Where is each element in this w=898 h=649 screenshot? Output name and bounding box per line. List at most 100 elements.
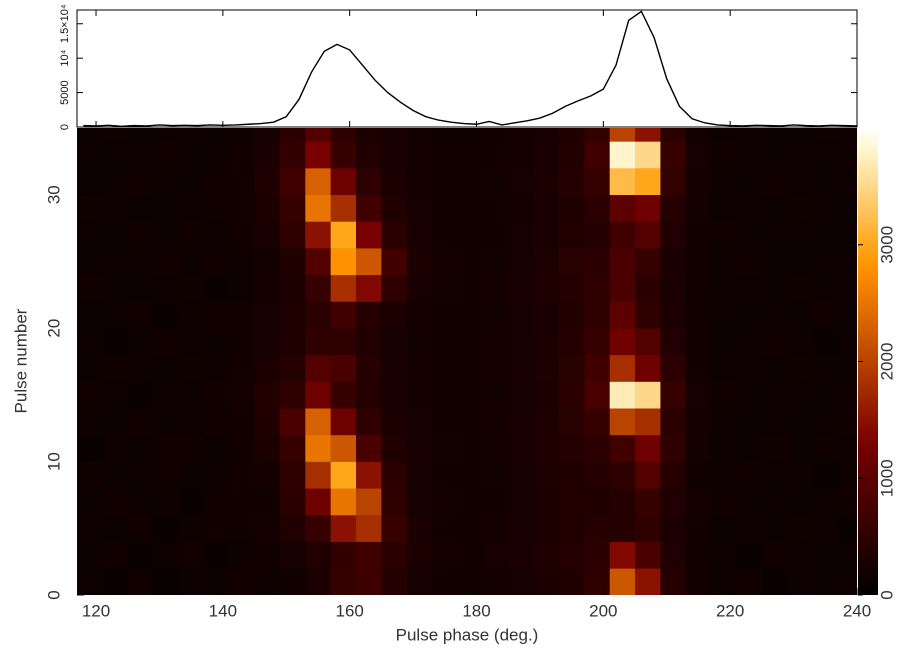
heat-cell	[305, 128, 331, 142]
heat-cell	[609, 221, 636, 249]
heat-cell	[381, 408, 408, 436]
heat-cell	[254, 514, 281, 542]
heat-cell	[761, 274, 788, 302]
heat-cell	[558, 541, 585, 569]
x-axis-label: Pulse phase (deg.)	[396, 625, 539, 644]
heat-cell	[381, 381, 408, 409]
heat-cell	[837, 194, 857, 222]
heat-cell	[178, 488, 205, 516]
heat-cell	[787, 128, 813, 142]
heat-cell	[787, 168, 813, 196]
heat-cell	[381, 221, 408, 249]
heat-cell	[609, 301, 636, 329]
heat-cell	[254, 568, 281, 595]
y-tick-label: 20	[44, 319, 63, 338]
heat-cell	[102, 301, 129, 329]
heat-cell	[609, 194, 636, 222]
heat-cell	[102, 354, 129, 382]
heat-cell	[254, 434, 281, 462]
heat-cell	[356, 488, 382, 516]
heat-cell	[305, 274, 331, 302]
heat-cell	[837, 128, 857, 142]
heat-cell	[457, 128, 484, 142]
heat-cell	[127, 514, 154, 542]
heat-cell	[635, 128, 661, 142]
heat-cell	[406, 328, 433, 356]
heat-cell	[127, 461, 154, 489]
heat-cell	[787, 488, 813, 516]
heat-cell	[457, 568, 484, 595]
heat-cell	[77, 514, 103, 542]
heat-cell	[356, 381, 382, 409]
heat-cell	[736, 128, 763, 142]
heat-cell	[558, 328, 585, 356]
heat-cell	[609, 434, 636, 462]
heat-cell	[406, 381, 433, 409]
heat-cell	[77, 408, 103, 436]
heat-cell	[153, 141, 179, 169]
heat-cell	[178, 568, 205, 595]
heat-cell	[254, 274, 281, 302]
heat-cell	[685, 168, 712, 196]
heat-cell	[178, 301, 205, 329]
heat-cell	[635, 248, 661, 276]
heat-cell	[711, 488, 737, 516]
heat-cell	[406, 221, 433, 249]
heat-cell	[432, 168, 458, 196]
heat-cell	[305, 434, 331, 462]
heat-cell	[178, 354, 205, 382]
heat-cell	[711, 141, 737, 169]
heat-cell	[229, 248, 255, 276]
heat-cell	[279, 194, 306, 222]
x-tick-label: 180	[462, 601, 490, 620]
heat-cell	[432, 221, 458, 249]
heat-cell	[711, 568, 737, 595]
heat-cell	[77, 434, 103, 462]
heat-cell	[279, 568, 306, 595]
heat-cell	[533, 354, 560, 382]
heat-cell	[837, 408, 857, 436]
heat-cell	[457, 301, 484, 329]
heat-cell	[761, 541, 788, 569]
heat-cell	[761, 221, 788, 249]
heat-cell	[279, 541, 306, 569]
heat-cell	[685, 434, 712, 462]
heat-cell	[330, 514, 357, 542]
heat-cell	[635, 221, 661, 249]
heat-cell	[558, 381, 585, 409]
heat-cell	[229, 141, 255, 169]
heat-cell	[584, 274, 610, 302]
heat-cell	[153, 381, 179, 409]
heat-cell	[279, 221, 306, 249]
heat-cell	[254, 128, 281, 142]
heat-cell	[482, 514, 509, 542]
heat-cell	[305, 381, 331, 409]
heat-cell	[356, 221, 382, 249]
heat-cell	[609, 328, 636, 356]
heat-cell	[584, 221, 610, 249]
heat-cell	[660, 488, 687, 516]
heat-cell	[356, 328, 382, 356]
heat-cell	[660, 354, 687, 382]
heat-cell	[77, 141, 103, 169]
heat-cell	[711, 221, 737, 249]
heat-cell	[254, 328, 281, 356]
heat-cell	[558, 301, 585, 329]
heat-cell	[229, 128, 255, 142]
heat-cell	[102, 248, 129, 276]
heat-cell	[279, 248, 306, 276]
heat-cell	[279, 274, 306, 302]
heat-cell	[153, 408, 179, 436]
heat-cell	[102, 514, 129, 542]
heat-cell	[584, 434, 610, 462]
heat-cell	[837, 541, 857, 569]
heat-cell	[305, 168, 331, 196]
heat-cell	[508, 328, 534, 356]
heat-cell	[660, 461, 687, 489]
heat-cell	[406, 434, 433, 462]
heat-cell	[279, 168, 306, 196]
heat-cell	[127, 141, 154, 169]
heat-cell	[711, 541, 737, 569]
heat-cell	[229, 274, 255, 302]
heat-cell	[457, 541, 484, 569]
